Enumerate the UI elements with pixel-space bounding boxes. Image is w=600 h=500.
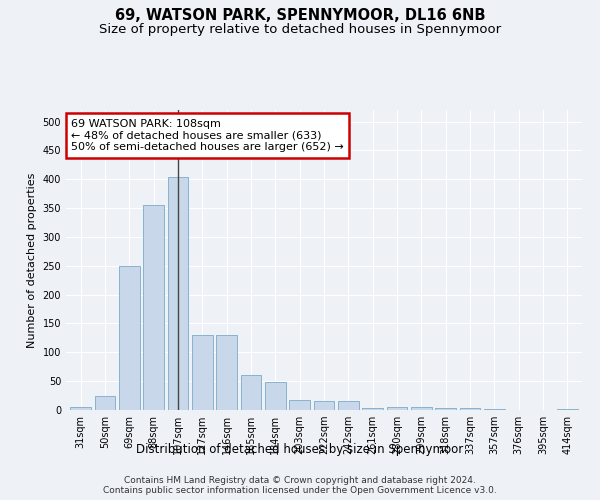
Bar <box>70 407 91 410</box>
Bar <box>167 178 188 410</box>
Bar <box>338 402 359 410</box>
Bar <box>386 407 407 410</box>
Bar <box>143 205 164 410</box>
Bar <box>241 376 262 410</box>
Bar <box>460 408 481 410</box>
Text: 69, WATSON PARK, SPENNYMOOR, DL16 6NB: 69, WATSON PARK, SPENNYMOOR, DL16 6NB <box>115 8 485 22</box>
Text: Distribution of detached houses by size in Spennymoor: Distribution of detached houses by size … <box>136 442 464 456</box>
Bar <box>289 400 310 410</box>
Bar <box>362 408 383 410</box>
Bar <box>216 335 237 410</box>
Text: Contains HM Land Registry data © Crown copyright and database right 2024.
Contai: Contains HM Land Registry data © Crown c… <box>103 476 497 495</box>
Bar <box>95 396 115 410</box>
Bar <box>192 335 212 410</box>
Bar <box>411 407 432 410</box>
Bar <box>314 402 334 410</box>
Bar <box>265 382 286 410</box>
Text: 69 WATSON PARK: 108sqm
← 48% of detached houses are smaller (633)
50% of semi-de: 69 WATSON PARK: 108sqm ← 48% of detached… <box>71 119 344 152</box>
Bar <box>436 408 456 410</box>
Y-axis label: Number of detached properties: Number of detached properties <box>27 172 37 348</box>
Bar <box>119 266 140 410</box>
Text: Size of property relative to detached houses in Spennymoor: Size of property relative to detached ho… <box>99 22 501 36</box>
